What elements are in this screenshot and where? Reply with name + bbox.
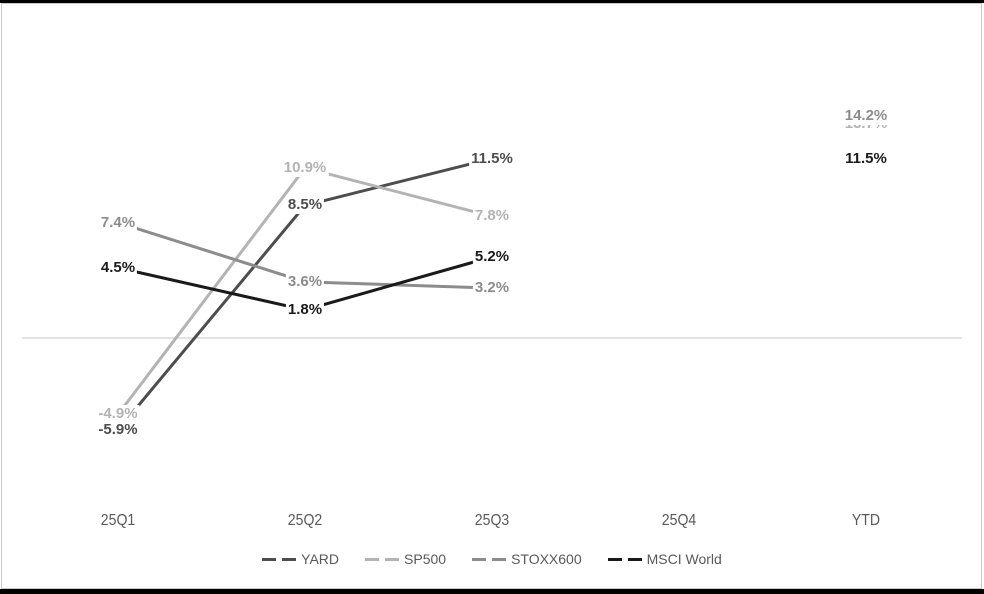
msci-world-data-label: 1.8%	[285, 300, 325, 319]
x-axis-label-ytd: YTD	[851, 512, 881, 529]
legend-key-sp500-dashed-line-icon	[365, 557, 400, 561]
legend-item-msci-world: MSCI World	[607, 551, 722, 567]
legend: YARD SP500 STOXX600 MSCI World	[0, 551, 984, 567]
x-axis-label-25q3: 25Q3	[474, 512, 510, 529]
x-axis-label-25q1: 25Q1	[100, 512, 136, 529]
legend-key-stoxx600-dashed-line-icon	[472, 557, 507, 561]
legend-dash-icon	[472, 557, 487, 561]
stoxx600-data-label: 14.2%	[842, 107, 890, 126]
legend-item-stoxx600: STOXX600	[472, 551, 582, 567]
stoxx600-data-label: 3.6%	[285, 272, 325, 291]
yard-data-label: -5.9%	[96, 421, 140, 440]
legend-dash-icon	[365, 557, 380, 561]
yard-data-label: 8.5%	[285, 196, 325, 215]
x-axis-label-25q2: 25Q2	[287, 512, 323, 529]
window-top-edge	[0, 0, 984, 3]
stoxx600-data-label: 3.2%	[472, 279, 512, 298]
legend-label-yard: YARD	[301, 551, 340, 567]
legend-item-sp500: SP500	[365, 551, 446, 567]
msci-world-data-label: 5.2%	[472, 247, 512, 266]
sp500-data-label: 7.8%	[472, 207, 512, 226]
yard-data-label: 11.5%	[469, 149, 515, 168]
stoxx600-data-label: 7.4%	[98, 213, 138, 232]
legend-dash-icon	[627, 557, 642, 561]
sp500-data-label: 10.9%	[281, 158, 329, 177]
msci-world-data-label: 4.5%	[98, 258, 138, 277]
legend-label-stoxx600: STOXX600	[511, 551, 582, 567]
sp500-data-label: -4.9%	[96, 405, 140, 424]
legend-key-yard-dashed-line-icon	[262, 557, 297, 561]
legend-dash-icon	[492, 557, 507, 561]
window-bottom-edge	[0, 589, 984, 594]
legend-dash-icon	[262, 557, 277, 561]
legend-dash-icon	[607, 557, 622, 561]
legend-dash-icon	[282, 557, 297, 561]
legend-key-msci-world-dashed-line-icon	[607, 557, 642, 561]
legend-label-sp500: SP500	[404, 551, 447, 567]
legend-label-msci-world: MSCI World	[646, 551, 722, 567]
legend-dash-icon	[385, 557, 400, 561]
x-axis-label-25q4: 25Q4	[661, 512, 697, 529]
legend-item-yard: YARD	[262, 551, 339, 567]
msci-world-data-label: 11.5%	[843, 149, 889, 168]
